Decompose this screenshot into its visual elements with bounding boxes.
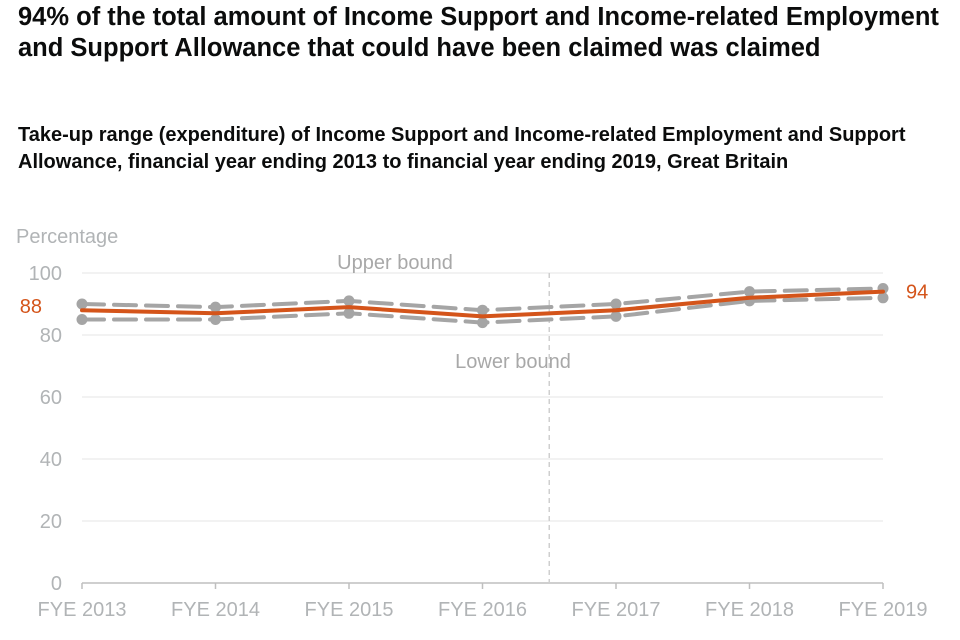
bound-point (343, 295, 355, 307)
y-tick-label: 60 (40, 387, 62, 409)
y-axis-label: Percentage (16, 226, 118, 248)
bound-point (76, 314, 88, 325)
y-tick-label: 80 (40, 325, 62, 347)
lower-bound-annotation: Lower bound (455, 351, 571, 373)
chart-labels: 0 20 40 60 80 100 FYE 2013 FYE 2014 FYE 2015 FYE … (16, 226, 928, 621)
chart-title: 94% of the total amount of Income Suppor… (18, 3, 939, 62)
y-tick-label: 20 (40, 511, 62, 533)
series-2 (80, 289, 885, 319)
x-tick-label: FYE 2017 (572, 599, 661, 621)
estimate-line (80, 289, 885, 319)
x-tick-label: FYE 2016 (438, 599, 527, 621)
upper-bound-annotation: Upper bound (337, 252, 453, 274)
data-label-first: 88 (20, 296, 42, 318)
y-tick-label: 100 (29, 263, 62, 285)
y-tick-label: 0 (51, 573, 62, 595)
axes (81, 273, 884, 589)
bound-point (877, 292, 889, 304)
bound-point (477, 304, 488, 316)
x-tick-label: FYE 2014 (171, 599, 260, 621)
x-tick-label: FYE 2019 (839, 599, 928, 621)
bound-point (210, 314, 221, 325)
bound-point (477, 317, 488, 329)
y-tick-label: 40 (40, 449, 62, 471)
x-tick-label: FYE 2015 (305, 599, 394, 621)
series-0 (76, 283, 889, 316)
bound-point (744, 286, 755, 298)
bound-point (343, 307, 355, 319)
x-tick-label: FYE 2013 (38, 599, 127, 621)
bound-point (610, 310, 622, 322)
bound-point (76, 298, 88, 310)
bound-point (210, 301, 221, 313)
chart-subtitle: Take-up range (expenditure) of Income Su… (18, 124, 906, 173)
bound-point (610, 298, 622, 310)
gridlines (82, 272, 883, 522)
x-tick-label: FYE 2018 (705, 599, 794, 621)
series-lines (76, 283, 889, 329)
data-label-last: 94 (906, 282, 928, 304)
